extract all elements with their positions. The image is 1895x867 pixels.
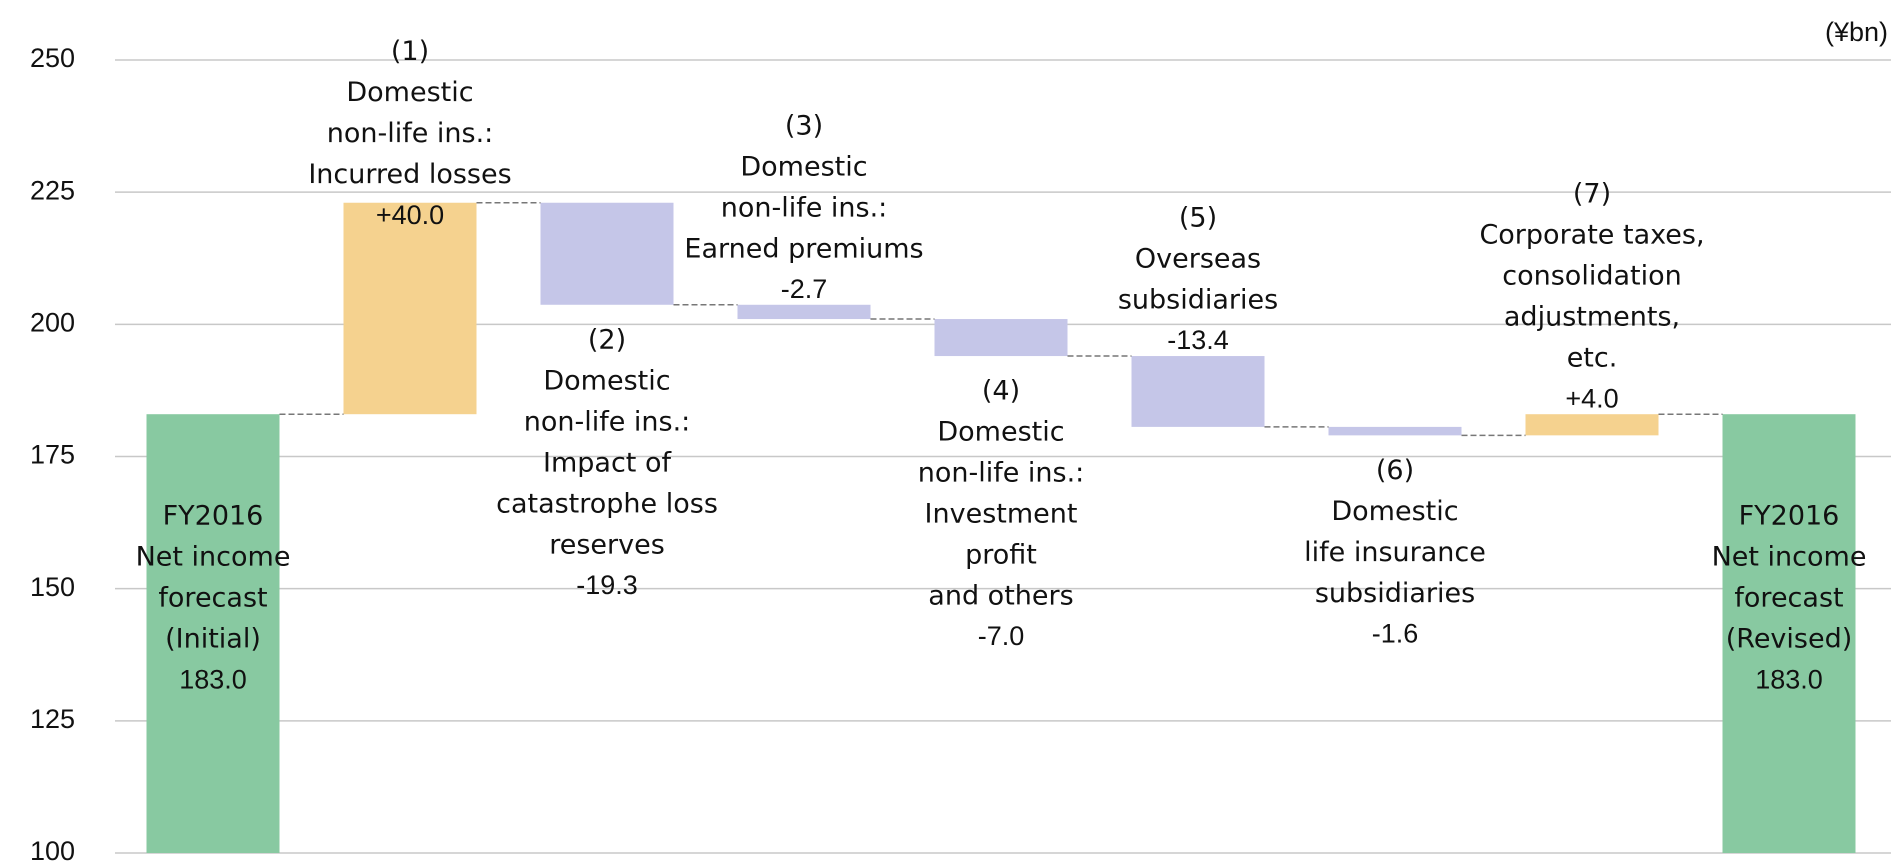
value-label: +40.0 [376, 200, 444, 230]
bar [540, 202, 674, 305]
category-label: non-life ins.: [524, 406, 691, 437]
category-label: (4) [982, 376, 1020, 407]
value-label: -2.7 [781, 274, 828, 304]
bar [934, 319, 1068, 357]
bar [1328, 426, 1462, 436]
category-label: Domestic [543, 365, 670, 396]
category-label: Earned premiums [684, 233, 923, 264]
category-label: (3) [785, 110, 823, 141]
bar [1131, 356, 1265, 427]
y-tick-label: 150 [30, 572, 75, 602]
category-label: adjustments, [1504, 302, 1680, 333]
y-tick-label: 175 [30, 440, 75, 470]
y-tick-label: 200 [30, 307, 75, 337]
category-label: (2) [588, 324, 626, 355]
category-label: FY2016 [163, 501, 264, 532]
category-label: Net income [1712, 542, 1867, 573]
category-label: reserves [549, 529, 665, 560]
bar [1722, 414, 1856, 853]
value-label: -13.4 [1167, 325, 1229, 355]
bar [146, 414, 280, 853]
category-label: Domestic [1331, 496, 1458, 527]
category-label: Overseas [1135, 244, 1261, 275]
category-label: non-life ins.: [721, 192, 888, 223]
y-tick-label: 100 [30, 836, 75, 866]
category-label: Corporate taxes, [1479, 220, 1704, 251]
category-label: profit [965, 540, 1037, 571]
category-label: Domestic [937, 417, 1064, 448]
category-label: (Initial) [165, 624, 261, 655]
category-label: subsidiaries [1118, 285, 1278, 316]
y-tick-label: 250 [30, 43, 75, 73]
bar [343, 202, 477, 415]
value-label: 183.0 [1755, 664, 1823, 694]
category-label: life insurance [1304, 537, 1486, 568]
y-tick-label: 225 [30, 175, 75, 205]
category-label: FY2016 [1739, 501, 1840, 532]
category-label: catastrophe loss [496, 488, 718, 519]
category-label: forecast [1734, 583, 1843, 614]
value-label: -19.3 [576, 570, 638, 600]
category-label: consolidation [1502, 261, 1681, 292]
category-label: Net income [136, 542, 291, 573]
category-label: (1) [391, 36, 429, 67]
category-label: Domestic [740, 151, 867, 182]
value-label: -1.6 [1372, 618, 1419, 648]
category-label: forecast [158, 583, 267, 614]
category-label: Investment [925, 499, 1078, 530]
category-label: Incurred losses [308, 159, 511, 190]
unit-label: (¥bn) [1825, 17, 1888, 47]
bar [737, 304, 871, 320]
category-label: non-life ins.: [918, 458, 1085, 489]
bar [1525, 414, 1659, 436]
category-label: (6) [1376, 455, 1414, 486]
y-tick-label: 125 [30, 704, 75, 734]
value-label: 183.0 [179, 664, 247, 694]
category-label: and others [928, 581, 1073, 612]
category-label: non-life ins.: [327, 118, 494, 149]
category-label: Domestic [346, 77, 473, 108]
category-label: subsidiaries [1315, 578, 1475, 609]
category-label: (7) [1573, 179, 1611, 210]
category-label: etc. [1567, 343, 1618, 374]
value-label: +4.0 [1565, 383, 1618, 413]
value-label: -7.0 [978, 621, 1025, 651]
category-label: (5) [1179, 203, 1217, 234]
category-label: (Revised) [1726, 624, 1853, 655]
category-label: Impact of [543, 447, 672, 478]
